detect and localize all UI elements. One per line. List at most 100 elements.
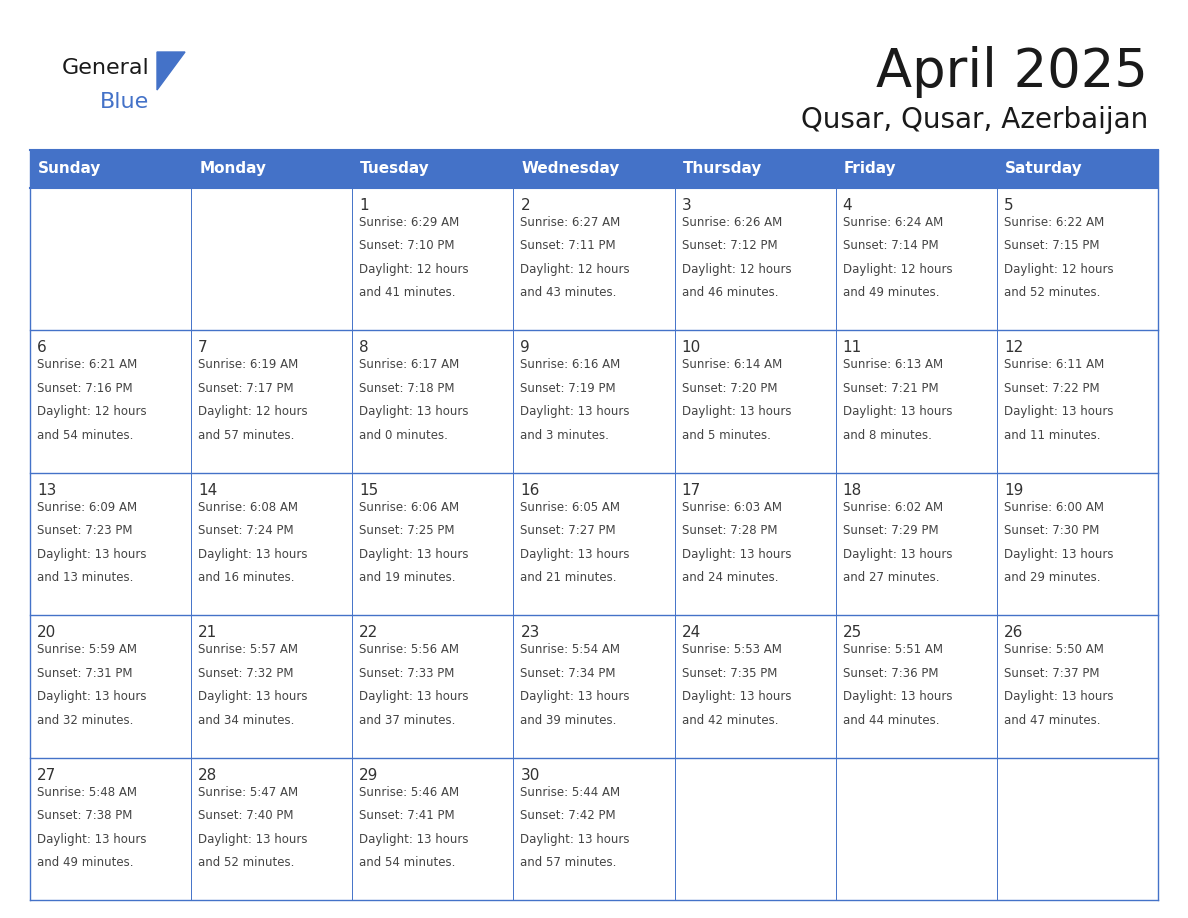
- Text: 5: 5: [1004, 198, 1013, 213]
- Text: Daylight: 12 hours: Daylight: 12 hours: [37, 406, 146, 419]
- Bar: [30, 615, 191, 757]
- Text: Daylight: 13 hours: Daylight: 13 hours: [37, 548, 146, 561]
- Text: and 57 minutes.: and 57 minutes.: [198, 429, 295, 442]
- Text: Sunday: Sunday: [38, 162, 101, 176]
- Text: Sunset: 7:24 PM: Sunset: 7:24 PM: [198, 524, 293, 537]
- Text: Sunrise: 6:21 AM: Sunrise: 6:21 AM: [37, 358, 138, 372]
- Text: Sunrise: 5:50 AM: Sunrise: 5:50 AM: [1004, 644, 1104, 656]
- Text: Qusar, Qusar, Azerbaijan: Qusar, Qusar, Azerbaijan: [801, 106, 1148, 134]
- Text: Sunrise: 6:19 AM: Sunrise: 6:19 AM: [198, 358, 298, 372]
- Bar: [513, 473, 675, 615]
- Text: Sunrise: 5:48 AM: Sunrise: 5:48 AM: [37, 786, 137, 799]
- Text: and 21 minutes.: and 21 minutes.: [520, 571, 617, 584]
- Text: and 27 minutes.: and 27 minutes.: [842, 571, 940, 584]
- Text: and 13 minutes.: and 13 minutes.: [37, 571, 133, 584]
- Text: Sunrise: 5:46 AM: Sunrise: 5:46 AM: [359, 786, 460, 799]
- Text: Sunset: 7:40 PM: Sunset: 7:40 PM: [198, 809, 293, 823]
- Text: Sunrise: 6:00 AM: Sunrise: 6:00 AM: [1004, 501, 1104, 514]
- Text: and 5 minutes.: and 5 minutes.: [682, 429, 771, 442]
- Text: Sunset: 7:32 PM: Sunset: 7:32 PM: [198, 666, 293, 679]
- Bar: [191, 188, 353, 330]
- Text: 3: 3: [682, 198, 691, 213]
- Text: Sunset: 7:14 PM: Sunset: 7:14 PM: [842, 240, 939, 252]
- Text: Daylight: 13 hours: Daylight: 13 hours: [359, 406, 469, 419]
- Text: Sunset: 7:11 PM: Sunset: 7:11 PM: [520, 240, 617, 252]
- Text: Daylight: 12 hours: Daylight: 12 hours: [359, 263, 469, 276]
- Bar: [191, 757, 353, 900]
- Text: and 44 minutes.: and 44 minutes.: [842, 713, 940, 727]
- Bar: [835, 473, 997, 615]
- Text: and 8 minutes.: and 8 minutes.: [842, 429, 931, 442]
- Text: Sunrise: 6:03 AM: Sunrise: 6:03 AM: [682, 501, 782, 514]
- Text: Thursday: Thursday: [683, 162, 762, 176]
- Text: and 47 minutes.: and 47 minutes.: [1004, 713, 1100, 727]
- Text: Daylight: 13 hours: Daylight: 13 hours: [520, 548, 630, 561]
- Text: Sunset: 7:29 PM: Sunset: 7:29 PM: [842, 524, 939, 537]
- Bar: [191, 615, 353, 757]
- Text: Daylight: 13 hours: Daylight: 13 hours: [520, 690, 630, 703]
- Text: Friday: Friday: [843, 162, 896, 176]
- Text: 26: 26: [1004, 625, 1023, 640]
- Text: Sunrise: 5:51 AM: Sunrise: 5:51 AM: [842, 644, 943, 656]
- Text: and 39 minutes.: and 39 minutes.: [520, 713, 617, 727]
- Text: Sunrise: 5:44 AM: Sunrise: 5:44 AM: [520, 786, 620, 799]
- Text: Sunrise: 6:14 AM: Sunrise: 6:14 AM: [682, 358, 782, 372]
- Text: Sunrise: 6:27 AM: Sunrise: 6:27 AM: [520, 216, 620, 229]
- Bar: [675, 330, 835, 473]
- Text: Daylight: 13 hours: Daylight: 13 hours: [682, 406, 791, 419]
- Text: and 34 minutes.: and 34 minutes.: [198, 713, 295, 727]
- Text: 25: 25: [842, 625, 862, 640]
- Text: Daylight: 12 hours: Daylight: 12 hours: [682, 263, 791, 276]
- Text: Sunrise: 5:53 AM: Sunrise: 5:53 AM: [682, 644, 782, 656]
- Text: Sunset: 7:36 PM: Sunset: 7:36 PM: [842, 666, 939, 679]
- Bar: [30, 330, 191, 473]
- Text: and 46 minutes.: and 46 minutes.: [682, 286, 778, 299]
- Text: 28: 28: [198, 767, 217, 783]
- Bar: [997, 615, 1158, 757]
- Text: Sunset: 7:41 PM: Sunset: 7:41 PM: [359, 809, 455, 823]
- Text: Sunset: 7:16 PM: Sunset: 7:16 PM: [37, 382, 133, 395]
- Text: and 52 minutes.: and 52 minutes.: [1004, 286, 1100, 299]
- Text: Tuesday: Tuesday: [360, 162, 430, 176]
- Bar: [353, 188, 513, 330]
- Text: Sunset: 7:15 PM: Sunset: 7:15 PM: [1004, 240, 1099, 252]
- Text: Daylight: 13 hours: Daylight: 13 hours: [520, 833, 630, 845]
- Text: Daylight: 13 hours: Daylight: 13 hours: [842, 548, 953, 561]
- Bar: [513, 757, 675, 900]
- Text: Sunrise: 6:09 AM: Sunrise: 6:09 AM: [37, 501, 137, 514]
- Bar: [513, 188, 675, 330]
- Text: 15: 15: [359, 483, 379, 498]
- Text: Daylight: 13 hours: Daylight: 13 hours: [198, 548, 308, 561]
- Text: 18: 18: [842, 483, 862, 498]
- Text: and 49 minutes.: and 49 minutes.: [842, 286, 940, 299]
- Bar: [30, 188, 191, 330]
- Text: Sunset: 7:34 PM: Sunset: 7:34 PM: [520, 666, 615, 679]
- Bar: [835, 615, 997, 757]
- Text: and 32 minutes.: and 32 minutes.: [37, 713, 133, 727]
- Text: Daylight: 13 hours: Daylight: 13 hours: [359, 548, 469, 561]
- Text: Sunset: 7:21 PM: Sunset: 7:21 PM: [842, 382, 939, 395]
- Text: Daylight: 13 hours: Daylight: 13 hours: [198, 690, 308, 703]
- Text: Sunset: 7:12 PM: Sunset: 7:12 PM: [682, 240, 777, 252]
- Text: Daylight: 13 hours: Daylight: 13 hours: [1004, 690, 1113, 703]
- Text: Sunset: 7:28 PM: Sunset: 7:28 PM: [682, 524, 777, 537]
- Text: 23: 23: [520, 625, 539, 640]
- Bar: [835, 330, 997, 473]
- Bar: [835, 757, 997, 900]
- Text: Daylight: 13 hours: Daylight: 13 hours: [37, 690, 146, 703]
- Text: and 54 minutes.: and 54 minutes.: [37, 429, 133, 442]
- Text: 30: 30: [520, 767, 539, 783]
- Bar: [997, 188, 1158, 330]
- Text: 2: 2: [520, 198, 530, 213]
- Text: Sunset: 7:19 PM: Sunset: 7:19 PM: [520, 382, 617, 395]
- Text: Saturday: Saturday: [1005, 162, 1082, 176]
- Text: and 52 minutes.: and 52 minutes.: [198, 856, 295, 869]
- Text: 12: 12: [1004, 341, 1023, 355]
- Text: Daylight: 13 hours: Daylight: 13 hours: [842, 406, 953, 419]
- Text: 29: 29: [359, 767, 379, 783]
- Bar: [30, 150, 1158, 188]
- Text: Sunrise: 6:16 AM: Sunrise: 6:16 AM: [520, 358, 620, 372]
- Text: Daylight: 13 hours: Daylight: 13 hours: [520, 406, 630, 419]
- Bar: [675, 757, 835, 900]
- Text: and 3 minutes.: and 3 minutes.: [520, 429, 609, 442]
